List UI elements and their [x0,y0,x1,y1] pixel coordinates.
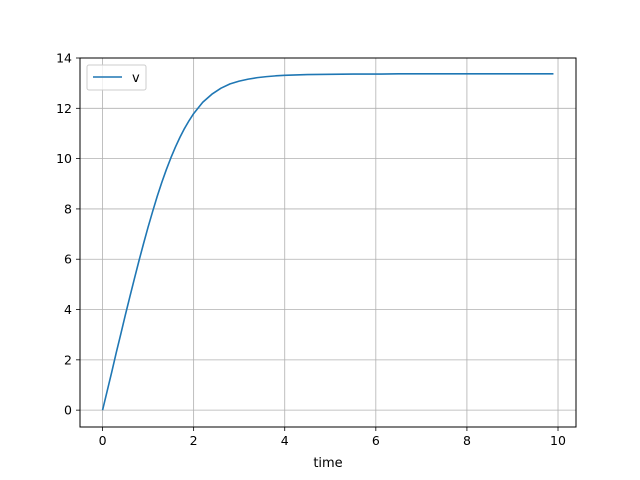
y-tick-label-7: 14 [56,51,72,66]
series-line-v [101,73,554,411]
x-tick-label-1: 2 [190,433,198,448]
legend: v [86,64,147,91]
y-tick-label-0: 0 [64,403,72,418]
legend-label-v: v [132,71,140,86]
y-tick-label-1: 2 [64,352,72,367]
axes-frame [79,57,577,428]
tick-layer: 0 2 4 6 8 10 0 2 4 6 8 10 12 14 [56,51,566,449]
x-tick-label-2: 4 [281,433,289,448]
x-tick-label-0: 0 [99,433,107,448]
grid-layer [80,57,576,427]
x-tick-label-3: 6 [372,433,380,448]
y-tick-label-4: 8 [64,201,72,216]
y-tick-label-6: 12 [56,101,72,116]
x-axis-label: time [313,456,342,471]
y-tick-label-3: 6 [64,252,72,267]
x-tick-label-5: 10 [550,433,566,448]
y-tick-label-5: 10 [56,151,72,166]
x-tick-label-4: 8 [463,433,471,448]
y-tick-label-2: 4 [64,302,72,317]
series-layer [101,73,554,411]
